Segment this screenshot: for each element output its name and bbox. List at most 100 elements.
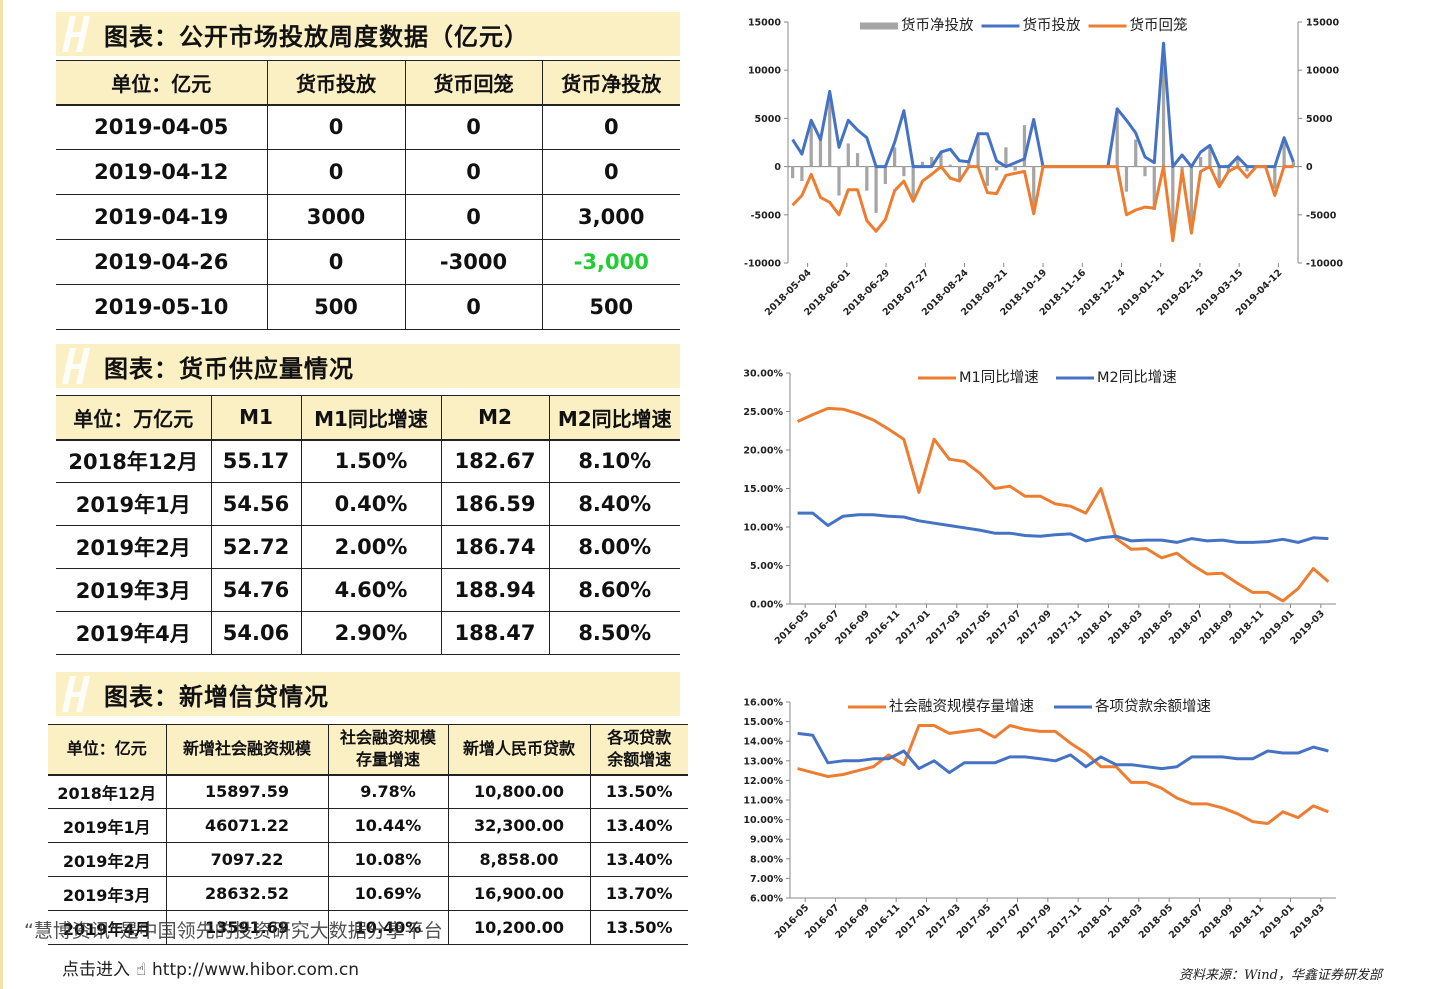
credit-growth-chart: 16.00% 15.00% 14.00% 13.00% 12.00% 11.00% 10.0… [743,697,1336,941]
bar [1282,137,1286,167]
table-header-row: 单位：亿元 新增社会融资规模 社会融资规模 存量增速 新增人民币贷款 各项贷款 余额… [48,724,688,775]
table-cell: 186.74 [440,525,549,569]
y-tick-label: -10000 [744,259,781,270]
legend-label: 货币投放 [1023,17,1081,34]
table-cell: 0.40% [300,482,441,526]
y-tick-label: 30.00% [743,369,783,380]
y-right-tick-label: 5000 [1306,114,1333,125]
table-row: 2019年2月 52.72 2.00% 186.74 8.00% [56,525,680,569]
open-market-table: 单位：亿元 货币投放 货币回笼 货币净投放 2019-04-05 0 0 0 2019… [56,60,680,330]
table-cell: 13.50% [589,774,688,809]
table-cell: 8.50% [548,611,680,655]
table-cell: 8.40% [548,482,680,526]
table-row: 2019年4月 13591.69 10.40% 10,200.00 13.50% [48,910,688,945]
bar [1189,166,1193,223]
watermark-text: “慧博资讯”是中国领先的投资研究大数据分享平台 [24,916,443,943]
bar [939,152,943,167]
table-cell: 182.67 [440,439,549,483]
bar [1022,125,1027,167]
table-row: 2019-04-05 0 0 0 [56,104,680,150]
bar [846,143,850,167]
table-cell: 2019年4月 [75,622,191,646]
bar [1152,166,1156,210]
table-cell: 2019-04-26 [94,250,229,274]
y-tick-label: 25.00% [743,407,783,418]
column-header: 单位：万亿元 [56,395,211,440]
bar [893,147,897,167]
series-line [796,406,1330,603]
bar [1013,166,1017,171]
table-row: 2019-04-12 0 0 0 [56,149,680,195]
bar [874,166,878,213]
table-cell: 10.44% [327,808,448,843]
bar [883,166,887,184]
table-cell: 2019年3月 [75,579,191,603]
table-cell: 10.08% [327,842,448,877]
table-cell: 54.06 [210,611,301,655]
table-cell: 10.69% [327,876,448,911]
y-right-tick-label: 0 [1306,162,1313,173]
column-header: 货币净投放 [541,60,680,105]
table-cell: 28632.52 [165,876,328,911]
y-tick-label: 8.00% [750,854,783,865]
series-line [791,41,1295,169]
table-row: 2018年12月 55.17 1.50% 182.67 8.10% [56,439,680,483]
table-cell: 13.40% [589,808,688,843]
footer-link-url[interactable]: http://www.hibor.com.cn [152,960,359,980]
section-title-open-market: 图表：公开市场投放周度数据（亿元） [56,12,680,56]
bar [930,156,934,167]
table-cell: 2019年2月 [62,851,151,871]
section-title-text: 图表：公开市场投放周度数据（亿元） [104,22,529,51]
table-header-row: 单位：万亿元 M1 M1同比增速 M2 M2同比增速 [56,395,680,440]
bar [985,166,989,186]
hand-pointer-icon: ☝ [135,960,147,980]
table-cell: 54.56 [210,482,301,526]
bar [800,166,804,182]
y-right-tick-label: -5000 [1306,210,1337,221]
table-cell: 2019年4月 [62,919,151,939]
h-logo-icon [56,344,104,388]
column-header: 新增人民币贷款 [447,724,590,775]
table-cell: 13.50% [589,910,688,945]
table-cell: 0 [266,239,405,285]
section-title-new-credit: 图表：新增信贷情况 [56,672,680,716]
y-right-tick-label: 15000 [1306,18,1339,29]
y-tick-label: 5.00% [750,561,783,572]
table-cell: 10,800.00 [447,774,590,809]
bar [855,153,860,167]
table-cell: 3000 [266,194,405,240]
table-row: 2019年3月 28632.52 10.69% 16,900.00 13.70% [48,876,688,911]
bar [902,166,906,177]
bar [1245,166,1249,172]
table-cell: 16,900.00 [447,876,590,911]
table-row: 2019年1月 46071.22 10.44% 32,300.00 13.40% [48,808,688,843]
bar [865,166,869,191]
table-cell: 0 [404,104,542,150]
bar [1124,166,1129,192]
table-cell: 2.00% [300,525,441,569]
table-cell: 8.10% [548,439,680,483]
table-cell: 500 [266,284,405,330]
header-line: 社会融资规模 [339,728,436,748]
y-tick-label: 0 [774,162,781,173]
table-header-row: 单位：亿元 货币投放 货币回笼 货币净投放 [56,60,680,105]
bar [1161,45,1166,167]
column-header: M1 [210,395,301,440]
table-cell: 13591.69 [165,910,328,945]
y-tick-label: 16.00% [743,698,783,709]
y-right-tick-label: -10000 [1306,259,1343,270]
bar [837,166,841,196]
bar [967,161,971,167]
bar [828,94,832,167]
table-cell: 9.78% [327,774,448,809]
footer-link[interactable]: 点击进入 ☝ http://www.hibor.com.cn [62,955,359,980]
h-logo-icon [56,12,104,56]
table-cell: 2019年2月 [75,536,191,560]
table-row: 2019年1月 54.56 0.40% 186.59 8.40% [56,482,680,526]
bar [1217,166,1221,186]
table-cell: 188.94 [440,568,549,612]
bar [995,166,999,171]
table-cell: 186.59 [440,482,549,526]
table-cell: 2019年3月 [62,885,151,905]
table-cell: 0 [266,149,405,195]
